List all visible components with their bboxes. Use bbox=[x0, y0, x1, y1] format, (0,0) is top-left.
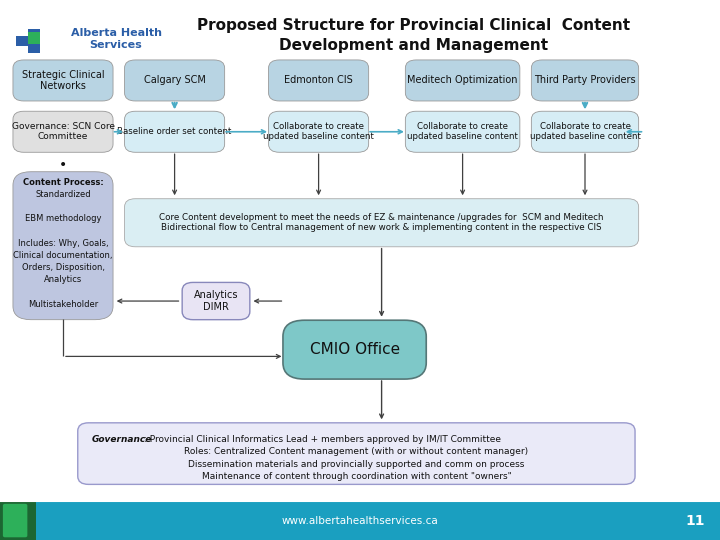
FancyBboxPatch shape bbox=[13, 172, 113, 320]
FancyBboxPatch shape bbox=[125, 60, 225, 101]
Text: Clinical documentation,: Clinical documentation, bbox=[13, 251, 113, 260]
FancyBboxPatch shape bbox=[125, 199, 639, 247]
Text: Analytics
DIMR: Analytics DIMR bbox=[194, 291, 238, 312]
Text: Calgary SCM: Calgary SCM bbox=[144, 76, 205, 85]
Text: Collaborate to create
updated baseline content: Collaborate to create updated baseline c… bbox=[408, 122, 518, 141]
Text: Orders, Disposition,: Orders, Disposition, bbox=[22, 263, 104, 272]
Text: Multistakeholder: Multistakeholder bbox=[28, 300, 98, 308]
Bar bbox=[28, 29, 40, 40]
FancyBboxPatch shape bbox=[405, 111, 520, 152]
Text: Third Party Providers: Third Party Providers bbox=[534, 76, 636, 85]
Bar bbox=[16, 36, 28, 46]
Text: Alberta Health
Services: Alberta Health Services bbox=[71, 28, 161, 50]
Text: Proposed Structure for Provincial Clinical  Content: Proposed Structure for Provincial Clinic… bbox=[197, 18, 631, 33]
Bar bbox=[28, 42, 40, 53]
Text: Collaborate to create
updated baseline content: Collaborate to create updated baseline c… bbox=[264, 122, 374, 141]
Text: Roles: Centralized Content management (with or without content manager): Roles: Centralized Content management (w… bbox=[184, 447, 528, 456]
Text: Meditech Optimization: Meditech Optimization bbox=[408, 76, 518, 85]
Bar bbox=[28, 32, 40, 44]
Text: •: • bbox=[59, 158, 67, 172]
Text: Governance: SCN Core
Committee: Governance: SCN Core Committee bbox=[12, 122, 114, 141]
FancyBboxPatch shape bbox=[269, 111, 369, 152]
Text: Dissemination materials and provincially supported and comm on process: Dissemination materials and provincially… bbox=[188, 460, 525, 469]
FancyBboxPatch shape bbox=[0, 501, 720, 540]
FancyBboxPatch shape bbox=[3, 504, 27, 537]
Text: Governance: Governance bbox=[92, 435, 153, 444]
FancyBboxPatch shape bbox=[283, 320, 426, 379]
Text: Collaborate to create
updated baseline content: Collaborate to create updated baseline c… bbox=[530, 122, 640, 141]
FancyBboxPatch shape bbox=[13, 60, 113, 101]
Text: Core Content development to meet the needs of EZ & maintenance /upgrades for  SC: Core Content development to meet the nee… bbox=[159, 213, 604, 232]
Text: CMIO Office: CMIO Office bbox=[310, 342, 400, 357]
Text: Standardized: Standardized bbox=[35, 190, 91, 199]
Text: Development and Management: Development and Management bbox=[279, 38, 549, 53]
FancyBboxPatch shape bbox=[269, 60, 369, 101]
Text: Baseline order set content: Baseline order set content bbox=[117, 127, 232, 136]
Text: 11: 11 bbox=[685, 514, 705, 528]
Text: Maintenance of content through coordination with content "owners": Maintenance of content through coordinat… bbox=[202, 472, 511, 481]
Text: Strategic Clinical
Networks: Strategic Clinical Networks bbox=[22, 70, 104, 91]
Text: Analytics: Analytics bbox=[44, 275, 82, 284]
FancyBboxPatch shape bbox=[13, 111, 113, 152]
Bar bbox=[28, 36, 40, 46]
Text: www.albertahealthservices.ca: www.albertahealthservices.ca bbox=[282, 516, 438, 525]
FancyBboxPatch shape bbox=[405, 60, 520, 101]
FancyBboxPatch shape bbox=[531, 111, 639, 152]
Text: Includes: Why, Goals,: Includes: Why, Goals, bbox=[18, 239, 108, 248]
Text: : Provincial Clinical Informatics Lead + members approved by IM/IT Committee: : Provincial Clinical Informatics Lead +… bbox=[144, 435, 501, 444]
FancyBboxPatch shape bbox=[531, 60, 639, 101]
FancyBboxPatch shape bbox=[78, 423, 635, 484]
Text: Content Process:: Content Process: bbox=[22, 178, 104, 187]
FancyBboxPatch shape bbox=[0, 501, 36, 540]
Text: Edmonton CIS: Edmonton CIS bbox=[284, 76, 353, 85]
Text: EBM methodology: EBM methodology bbox=[24, 214, 102, 224]
FancyBboxPatch shape bbox=[182, 282, 250, 320]
FancyBboxPatch shape bbox=[125, 111, 225, 152]
